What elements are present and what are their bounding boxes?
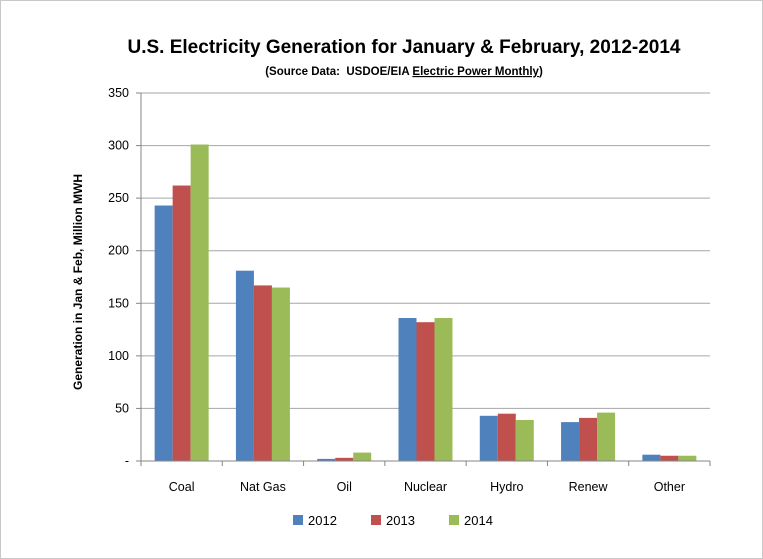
x-tick-label: Nat Gas: [240, 480, 286, 494]
x-tick-label: Coal: [169, 480, 195, 494]
bar-2012-renew: [561, 422, 580, 461]
bar-2012-coal: [154, 205, 173, 461]
x-tick-label: Nuclear: [404, 480, 447, 494]
bar-2012-oil: [317, 458, 336, 461]
y-tick-label: 250: [108, 191, 129, 205]
x-tick-label: Oil: [337, 480, 352, 494]
y-tick-label: -: [125, 454, 129, 468]
y-tick-label: 150: [108, 296, 129, 310]
subtitle-source-link: Electric Power Monthly: [412, 66, 539, 78]
gridlines: [141, 92, 710, 409]
bar-2014-oil: [353, 452, 372, 461]
chart-subtitle: (Source Data: USDOE/EIA Electric Power M…: [265, 66, 543, 78]
bar-2014-nat-gas: [271, 287, 290, 461]
bar-2014-renew: [597, 412, 616, 461]
bar-2013-nat-gas: [253, 285, 272, 461]
bar-2012-nat-gas: [235, 270, 254, 461]
legend-label-2012: 2012: [308, 513, 337, 528]
x-tick-label: Hydro: [490, 480, 523, 494]
y-tick-label: 300: [108, 139, 129, 153]
legend: 2012 2013 2014: [293, 513, 493, 528]
bar-2013-coal: [172, 185, 191, 462]
y-tick-labels: - 50 100 150 200 250 300 350: [108, 86, 129, 468]
y-tick-label: 50: [115, 401, 129, 415]
bar-2013-renew: [579, 417, 598, 461]
y-tick-label: 100: [108, 349, 129, 363]
x-tick-label: Other: [654, 480, 685, 494]
legend-label-2014: 2014: [464, 513, 493, 528]
bar-2013-oil: [335, 457, 354, 461]
bar-2012-other: [642, 454, 661, 461]
legend-swatch-2013: [371, 515, 381, 525]
bar-2013-hydro: [497, 413, 516, 461]
subtitle-prefix: (Source Data: USDOE/EIA: [265, 66, 412, 78]
bar-2014-other: [678, 455, 697, 461]
y-tick-label: 200: [108, 244, 129, 258]
axes: [136, 92, 711, 466]
bar-2013-other: [660, 455, 679, 461]
x-tick-labels: Coal Nat Gas Oil Nuclear Hydro Renew Other: [169, 480, 685, 494]
chart-title: U.S. Electricity Generation for January …: [128, 37, 681, 58]
bar-2013-nuclear: [416, 322, 435, 461]
bar-2014-hydro: [515, 419, 534, 461]
bar-2012-nuclear: [398, 318, 417, 461]
legend-swatch-2012: [293, 515, 303, 525]
legend-swatch-2014: [449, 515, 459, 525]
subtitle-suffix: ): [539, 66, 543, 78]
bar-2014-coal: [190, 144, 209, 461]
x-tick-label: Renew: [569, 480, 609, 494]
bars-group: [154, 144, 697, 462]
legend-label-2013: 2013: [386, 513, 415, 528]
bar-2014-nuclear: [434, 318, 453, 461]
bar-2012-hydro: [479, 415, 498, 461]
y-tick-label: 350: [108, 86, 129, 100]
y-axis-label: Generation in Jan & Feb, Million MWH: [71, 174, 85, 390]
